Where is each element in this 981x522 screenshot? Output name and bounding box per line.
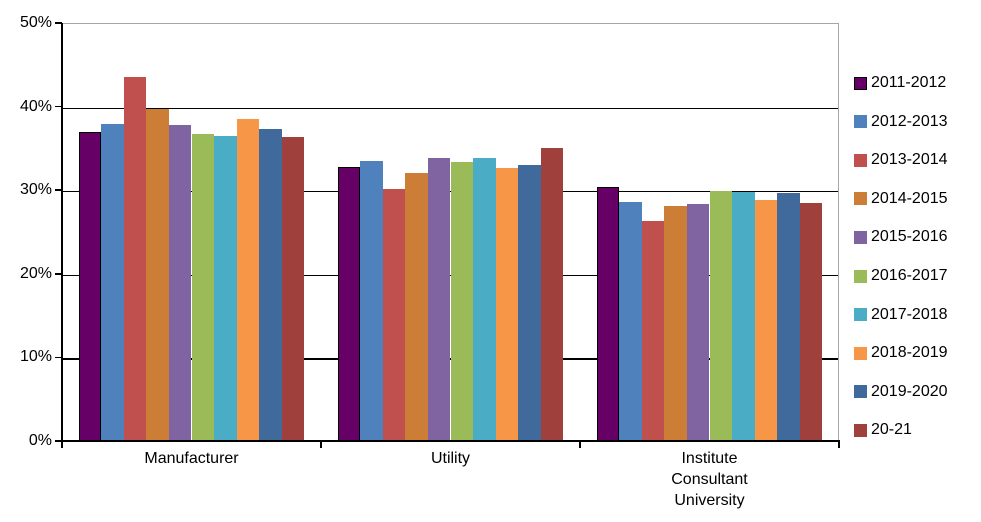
y-axis-label-20: 20% [19, 264, 52, 282]
legend-item-2015-2016: 2015-2016 [854, 228, 948, 246]
bar-2011-2012-manufacturer [78, 131, 102, 441]
legend-label: 2013-2014 [871, 151, 948, 169]
bar-2013-2014-utility [382, 188, 406, 441]
bar-2019-2020-manufacturer [259, 129, 282, 441]
bar-2018-2019-utility [495, 168, 519, 441]
bar-2016-2017-institute [709, 191, 733, 441]
bar-2014-2015-manufacturer [146, 109, 169, 441]
bar-20-21-institute [799, 202, 823, 441]
bar-2017-2018-utility [473, 158, 496, 441]
x-axis-label-line: University [674, 492, 745, 509]
bar-2015-2016-manufacturer [168, 125, 192, 441]
bar-2013-2014-institute [641, 221, 665, 441]
bar-2011-2012-institute [596, 186, 620, 441]
x-axis-label-line: Consultant [671, 471, 748, 488]
bar-20-21-utility [540, 147, 564, 441]
legend-swatch-icon [854, 346, 867, 360]
y-tick-10 [55, 356, 62, 359]
x-axis-label-line: Utility [430, 450, 471, 467]
y-axis-label-50: 50% [19, 14, 52, 31]
legend-swatch-icon [854, 230, 867, 244]
legend-item-2018-2019: 2018-2019 [854, 344, 948, 362]
legend-swatch-icon [854, 308, 867, 322]
legend-item-20-21: 20-21 [854, 421, 912, 439]
bar-2019-2020-institute [777, 192, 800, 441]
y-tick-0 [55, 440, 62, 442]
y-axis-label-10: 10% [19, 348, 52, 366]
legend-label: 2018-2019 [871, 344, 948, 362]
x-tick-3 [838, 441, 840, 448]
x-axis-label-line: Manufacturer [144, 450, 239, 467]
bar-2012-2013-manufacturer [101, 124, 124, 441]
bar-2015-2016-institute [686, 203, 710, 441]
legend-label: 2016-2017 [871, 267, 948, 284]
legend-swatch-icon [854, 115, 867, 129]
bar-2016-2017-manufacturer [191, 134, 215, 441]
bar-2013-2014-manufacturer [123, 76, 147, 441]
bar-20-21-manufacturer [281, 136, 305, 441]
y-axis-line [61, 23, 63, 442]
bar-2018-2019-institute [754, 200, 778, 441]
legend-label: 20-21 [871, 421, 912, 439]
legend-label: 2011-2012 [871, 74, 947, 91]
legend-label: 2012-2013 [871, 112, 948, 130]
x-axis-label-utility: Utility [321, 448, 580, 469]
legend: 2011-2012 2012-2013 2013-2014 2014-2015 2015… [854, 0, 981, 522]
legend-item-2012-2013: 2012-2013 [854, 113, 948, 131]
x-axis-line [61, 440, 840, 442]
x-axis-label-line: Institute [681, 450, 738, 467]
legend-item-2016-2017: 2016-2017 [854, 267, 948, 285]
legend-swatch-icon [854, 423, 867, 437]
x-axis-label-manufacturer: Manufacturer [62, 448, 321, 469]
legend-item-2019-2020: 2019-2020 [854, 383, 948, 401]
y-tick-50 [55, 22, 62, 24]
legend-item-2017-2018: 2017-2018 [854, 306, 948, 324]
legend-swatch-icon [854, 153, 867, 167]
y-axis-label-30: 30% [19, 181, 52, 199]
bar-2015-2016-utility [427, 158, 451, 441]
legend-label: 2014-2015 [871, 189, 948, 207]
legend-item-2013-2014: 2013-2014 [854, 151, 948, 169]
y-axis-label-40: 40% [19, 97, 52, 115]
bar-2014-2015-utility [405, 172, 428, 441]
legend-label: 2015-2016 [871, 228, 948, 246]
bar-2016-2017-utility [450, 161, 474, 441]
y-tick-40 [55, 105, 62, 108]
bar-2019-2020-utility [518, 165, 541, 441]
bar-2011-2012-utility [337, 166, 361, 441]
bar-2017-2018-manufacturer [214, 135, 237, 441]
bar-2014-2015-institute [664, 206, 687, 441]
legend-swatch-icon [854, 269, 867, 283]
legend-label: 2017-2018 [871, 305, 948, 323]
x-tick-1 [320, 441, 322, 448]
bar-2018-2019-manufacturer [236, 119, 260, 441]
x-tick-2 [579, 441, 581, 448]
legend-swatch-icon [854, 385, 867, 399]
y-tick-30 [55, 189, 62, 191]
plot-area [62, 23, 839, 441]
legend-swatch-icon [854, 192, 867, 206]
y-axis-label-0: 0% [28, 432, 52, 449]
bar-2012-2013-utility [360, 160, 383, 441]
legend-item-2011-2012: 2011-2012 [854, 74, 946, 92]
legend-item-2014-2015: 2014-2015 [854, 190, 948, 208]
y-tick-20 [55, 273, 62, 275]
bar-2012-2013-institute [619, 201, 642, 441]
legend-swatch-icon [854, 76, 867, 90]
bar-2017-2018-institute [732, 191, 755, 441]
legend-label: 2019-2020 [871, 382, 948, 400]
x-axis-label-institute: Institute Consultant University [580, 448, 839, 511]
gridline-40 [62, 107, 838, 109]
x-tick-0 [61, 441, 63, 448]
